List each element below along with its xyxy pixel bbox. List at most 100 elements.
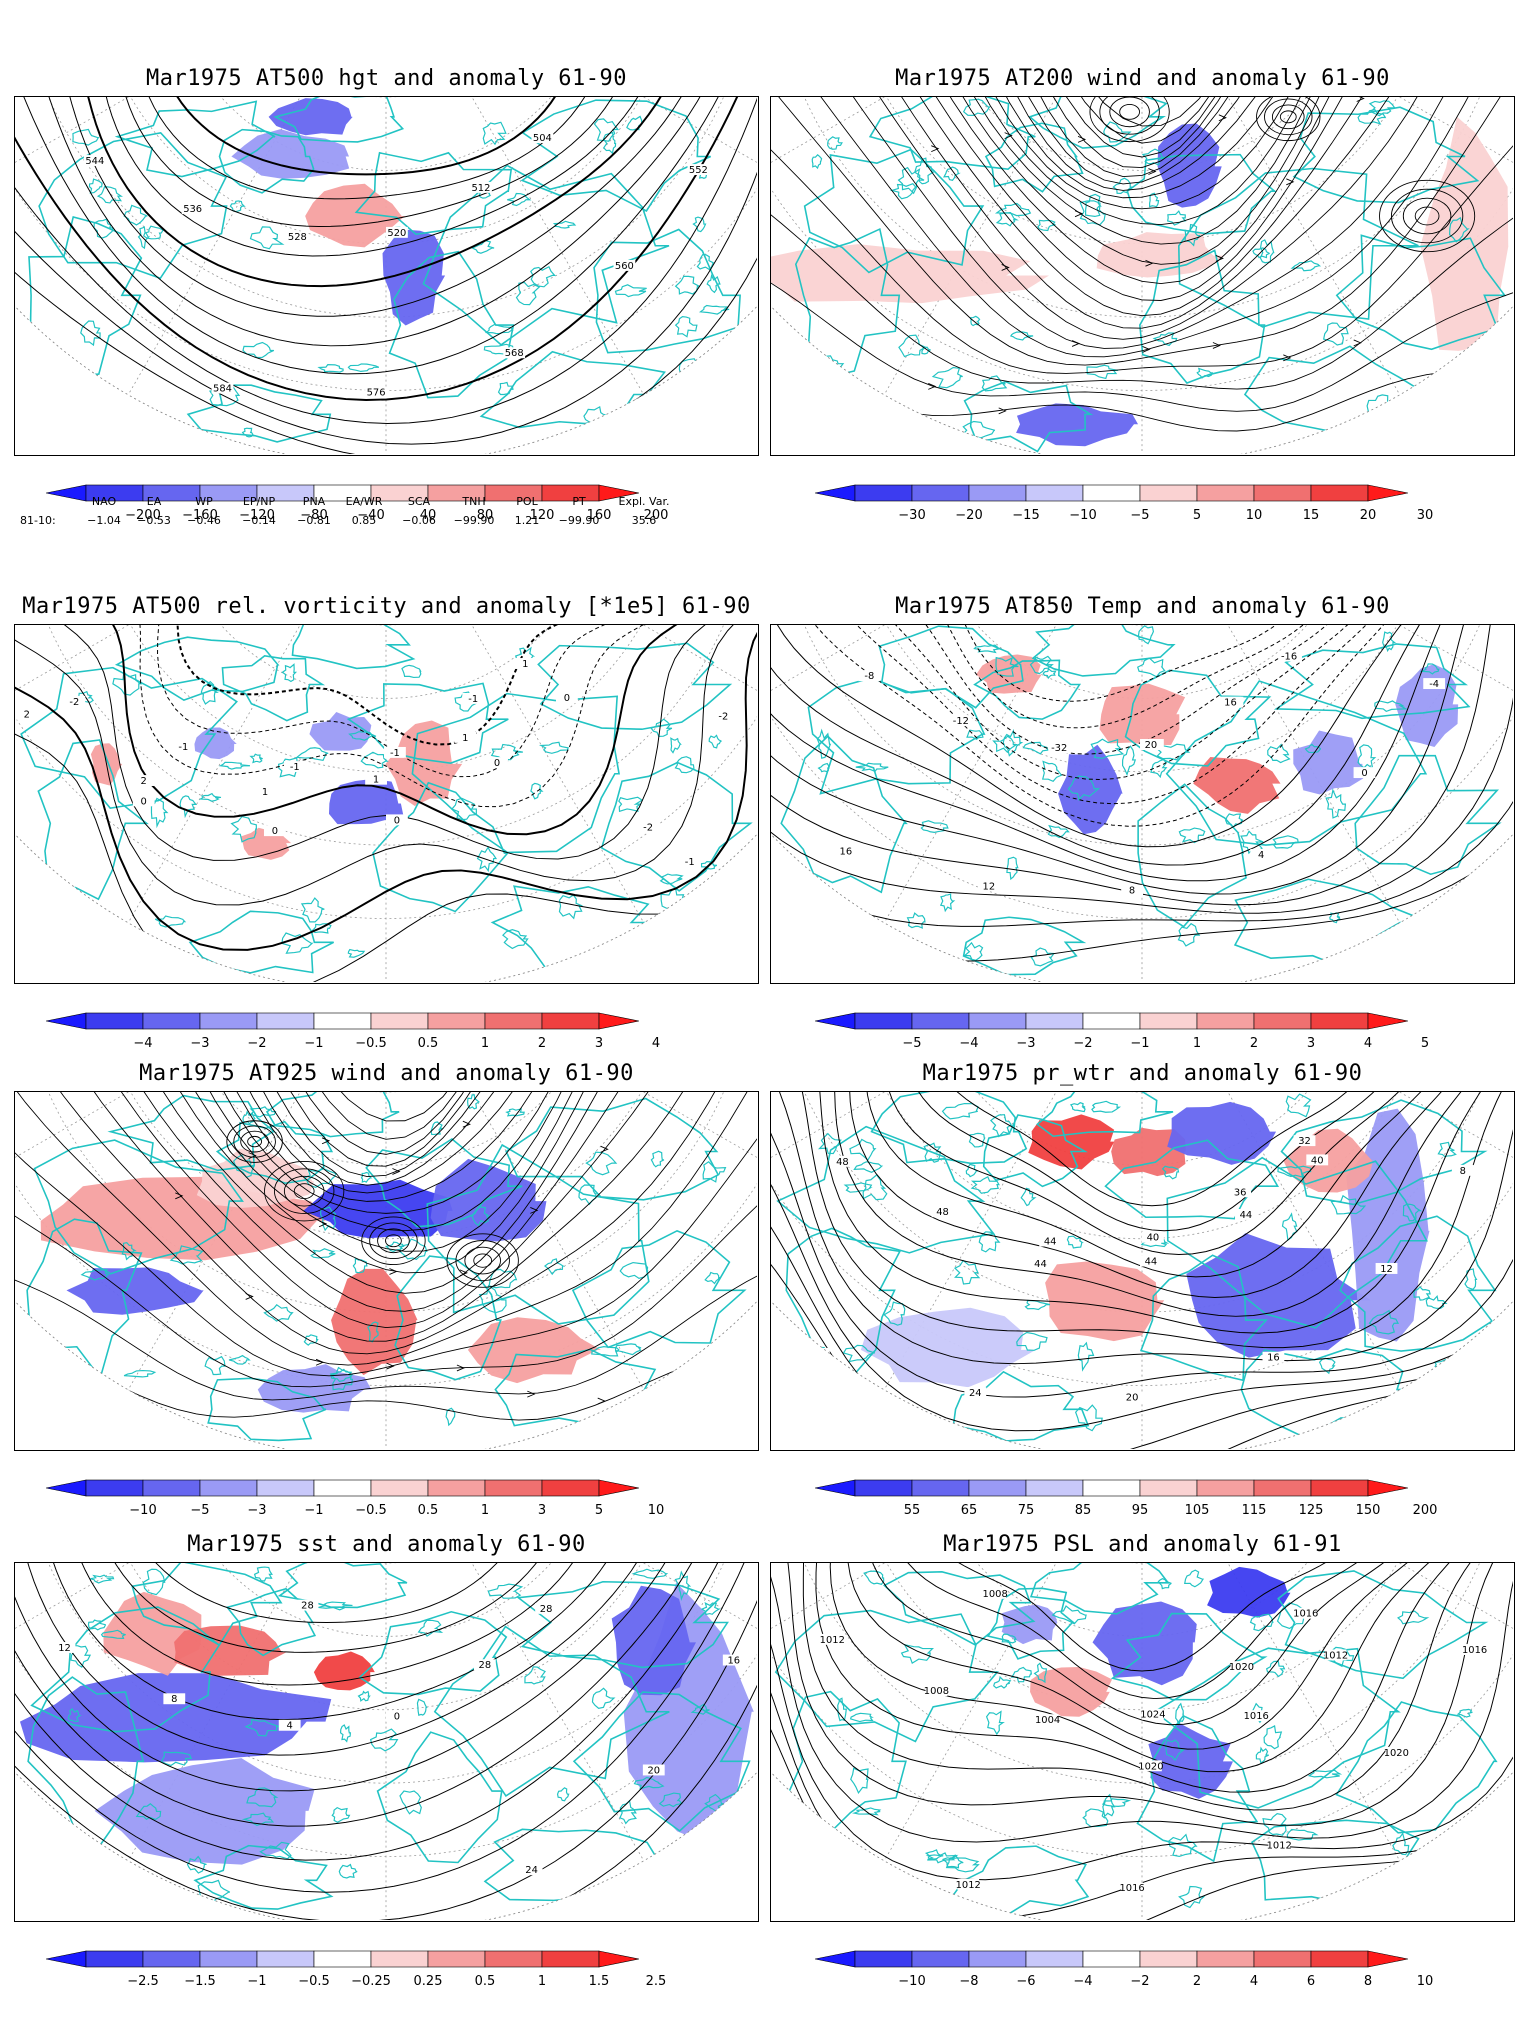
vortex-streamline bbox=[464, 1246, 501, 1275]
contour-line bbox=[15, 97, 757, 445]
contour-line bbox=[84, 625, 730, 808]
coastline bbox=[1178, 1885, 1206, 1909]
colorbar-segment bbox=[1139, 484, 1198, 502]
teleconnection-header: Expl. Var. bbox=[618, 495, 670, 508]
streamline-arrow bbox=[1074, 210, 1084, 218]
anomaly-shading bbox=[257, 1364, 372, 1413]
coastline bbox=[571, 1229, 747, 1349]
colorbar-tick-label: −10 bbox=[1069, 508, 1097, 523]
streamline bbox=[771, 97, 1513, 358]
coastline bbox=[230, 815, 257, 843]
coastline bbox=[1255, 1746, 1269, 1764]
map-frame: 28 28 0 4 8 12 16 20 24 28 bbox=[14, 1562, 759, 1922]
coastline bbox=[450, 797, 477, 821]
colorbar-graphic bbox=[815, 484, 1408, 502]
contour-label-bg bbox=[172, 740, 195, 752]
coastline bbox=[1366, 394, 1395, 419]
coastline bbox=[125, 413, 152, 423]
contour-label-bg bbox=[1142, 1708, 1164, 1720]
coastline bbox=[1030, 947, 1055, 967]
teleconnection-header: PT bbox=[572, 495, 586, 508]
colorbar-tick-label: 95 bbox=[1131, 1503, 1149, 1518]
contour-label: 20 bbox=[647, 1765, 660, 1776]
contour-label-bg bbox=[1039, 1235, 1062, 1247]
colorbar-segment bbox=[968, 1012, 1027, 1030]
teleconnection-header: NAO bbox=[91, 495, 117, 508]
coastline bbox=[330, 1368, 354, 1383]
coastline bbox=[67, 1708, 82, 1723]
coastline bbox=[538, 741, 569, 754]
contour-label-bg bbox=[1278, 650, 1300, 662]
coastline bbox=[241, 1812, 275, 1826]
colorbar-tick-label: −4 bbox=[959, 1036, 979, 1051]
contour-label: -1 bbox=[685, 857, 695, 868]
coastline bbox=[80, 1268, 110, 1281]
coastline bbox=[372, 781, 510, 913]
contour-label: -2 bbox=[718, 712, 728, 723]
anomaly-shading bbox=[771, 244, 1049, 304]
coastline bbox=[505, 1108, 525, 1117]
coastline bbox=[1028, 97, 1168, 149]
vortex-streamline bbox=[1414, 206, 1440, 226]
vortex-streamline bbox=[446, 1233, 519, 1288]
coastline bbox=[883, 1301, 906, 1326]
streamline bbox=[771, 97, 1513, 301]
colorbar-segment bbox=[370, 1479, 429, 1497]
coastline bbox=[591, 1687, 616, 1710]
coastline bbox=[1009, 331, 1034, 341]
colorbar-segment bbox=[1025, 1012, 1084, 1030]
coastline bbox=[780, 735, 908, 894]
coastline bbox=[37, 739, 149, 901]
anomaly-shading bbox=[309, 711, 372, 751]
colorbar-segment bbox=[911, 1012, 970, 1030]
coastline bbox=[1178, 827, 1206, 844]
contour-label: 2 bbox=[24, 710, 30, 721]
coastline bbox=[123, 1369, 157, 1378]
streamline bbox=[771, 97, 1513, 245]
contour-label: 0 bbox=[564, 693, 570, 704]
colorbar-tick-label: 105 bbox=[1184, 1503, 1210, 1518]
contour-line bbox=[812, 1092, 1513, 1334]
streamline bbox=[771, 97, 1513, 169]
coastline bbox=[204, 1355, 226, 1376]
contour-line bbox=[130, 625, 690, 778]
coastline bbox=[1067, 775, 1101, 802]
contour-label: 28 bbox=[479, 1660, 492, 1671]
coastline bbox=[112, 670, 143, 696]
colorbar-tick-label: 15 bbox=[1302, 508, 1320, 523]
coastline bbox=[897, 166, 925, 195]
coastline bbox=[186, 384, 332, 443]
colorbar-segment bbox=[1196, 1950, 1255, 1968]
coastline bbox=[1137, 657, 1166, 678]
coastline bbox=[1392, 1832, 1410, 1856]
coastline bbox=[1149, 192, 1160, 208]
map-canvas: 1016 1020 1024 1004 1008 1012 1016 1020 1012 1016… bbox=[771, 1563, 1513, 1920]
colorbar: −30 −20 −15 −10 −5 5 10 15 20 30 bbox=[815, 484, 1433, 528]
coastline bbox=[660, 886, 687, 912]
contour-line bbox=[883, 1092, 1437, 1256]
streamline-arrow bbox=[456, 1364, 465, 1372]
contour-label-bg bbox=[1121, 1882, 1143, 1894]
colorbar-tick-label: 80 bbox=[476, 508, 494, 523]
contour-label-bg bbox=[1306, 1154, 1329, 1166]
colorbar-tick-label: 10 bbox=[647, 1503, 665, 1518]
contour-label-bg bbox=[722, 1654, 745, 1666]
coastline bbox=[1402, 1203, 1423, 1222]
map-hemisphere: 0 0 0 0 0 1 1 1 1 2 2 -1 -1 -1 -1 -1 -2 -2 -2 bbox=[15, 625, 757, 982]
contour-line bbox=[771, 625, 1470, 882]
coastline bbox=[1042, 667, 1057, 680]
contour-line bbox=[771, 625, 1484, 895]
contour-label: 512 bbox=[472, 183, 491, 194]
colorbar-segment bbox=[484, 1012, 543, 1030]
colorbar-segment bbox=[142, 1950, 201, 1968]
vortex-streamline bbox=[1279, 110, 1297, 124]
colorbar-tick-label: 5 bbox=[1192, 508, 1202, 523]
coastline bbox=[135, 1803, 162, 1821]
contour-line bbox=[924, 1092, 1380, 1207]
coastline bbox=[72, 128, 100, 146]
coastline bbox=[1354, 754, 1502, 876]
map-frame bbox=[14, 1091, 759, 1451]
map-frame: 1016 1020 1024 1004 1008 1012 1016 1020 1012 1016… bbox=[770, 1562, 1515, 1922]
contour-line bbox=[15, 625, 757, 906]
vortex-streamline bbox=[369, 1222, 418, 1260]
